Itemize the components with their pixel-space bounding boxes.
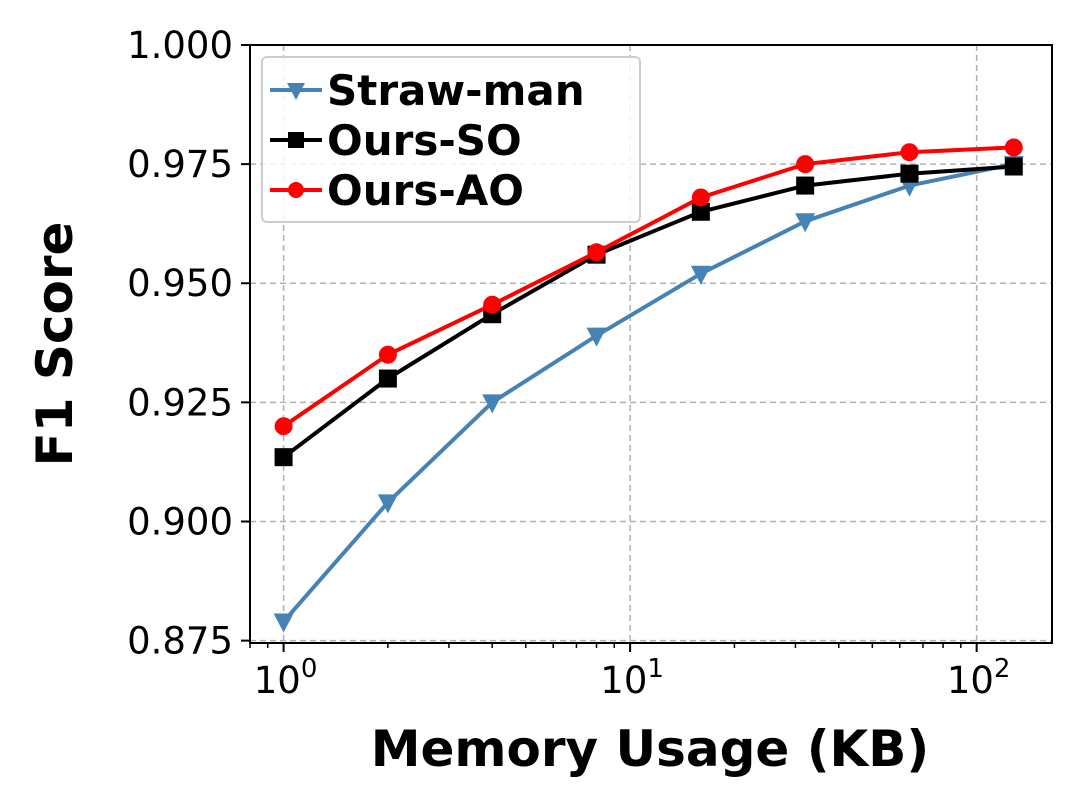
data-point xyxy=(796,176,815,195)
data-point xyxy=(691,188,710,207)
legend-label: Ours-SO xyxy=(327,116,522,165)
x-axis-ticks: 100 101 102 xyxy=(254,643,1011,702)
y-axis-ticks: 0.875 0.900 0.925 0.950 0.975 1.000 xyxy=(127,24,250,663)
legend-box xyxy=(261,56,641,223)
x-tick-label: 102 xyxy=(947,654,1011,702)
series-line xyxy=(282,162,1015,623)
data-point xyxy=(288,182,304,198)
legend-item: Ours-SO xyxy=(270,116,522,165)
data-point xyxy=(691,202,710,221)
y-tick-label: 0.975 xyxy=(127,143,233,186)
data-point xyxy=(900,143,919,162)
data-point xyxy=(287,83,305,100)
y-tick-label: 0.950 xyxy=(127,262,233,305)
data-point xyxy=(586,327,607,347)
series-line xyxy=(282,145,1014,428)
y-tick-label: 0.925 xyxy=(127,381,233,424)
legend-label: Ours-AO xyxy=(327,166,524,215)
data-point xyxy=(1004,157,1023,176)
series-ours-ao xyxy=(274,138,1023,436)
data-point xyxy=(587,243,606,262)
data-point xyxy=(795,213,816,233)
data-point xyxy=(796,155,815,174)
y-tick-label: 0.900 xyxy=(127,500,233,543)
y-axis-title: F1 Score xyxy=(26,222,84,467)
data-point xyxy=(482,394,503,414)
x-tick-label: 100 xyxy=(254,654,318,702)
data-point xyxy=(690,265,711,285)
data-point xyxy=(378,345,397,364)
y-tick-label: 1.000 xyxy=(127,24,233,67)
plot-frame xyxy=(249,44,1053,644)
y-tick-label: 0.875 xyxy=(127,620,233,663)
legend-item: Ours-AO xyxy=(270,166,524,215)
data-point xyxy=(274,417,293,436)
data-point xyxy=(377,494,398,514)
data-point xyxy=(483,295,502,314)
data-point xyxy=(378,369,397,388)
data-point xyxy=(274,448,293,467)
x-tick-label: 101 xyxy=(600,654,664,702)
data-point xyxy=(1004,138,1023,157)
data-point xyxy=(900,164,919,183)
data-point xyxy=(273,613,294,633)
legend-label: Straw-man xyxy=(327,66,585,115)
legend-item: Straw-man xyxy=(270,66,585,115)
x-axis-title: Memory Usage (KB) xyxy=(371,720,930,778)
series-layer xyxy=(273,138,1024,633)
series-straw-man xyxy=(273,156,1024,633)
series-line xyxy=(282,164,1014,459)
data-point xyxy=(288,132,304,148)
